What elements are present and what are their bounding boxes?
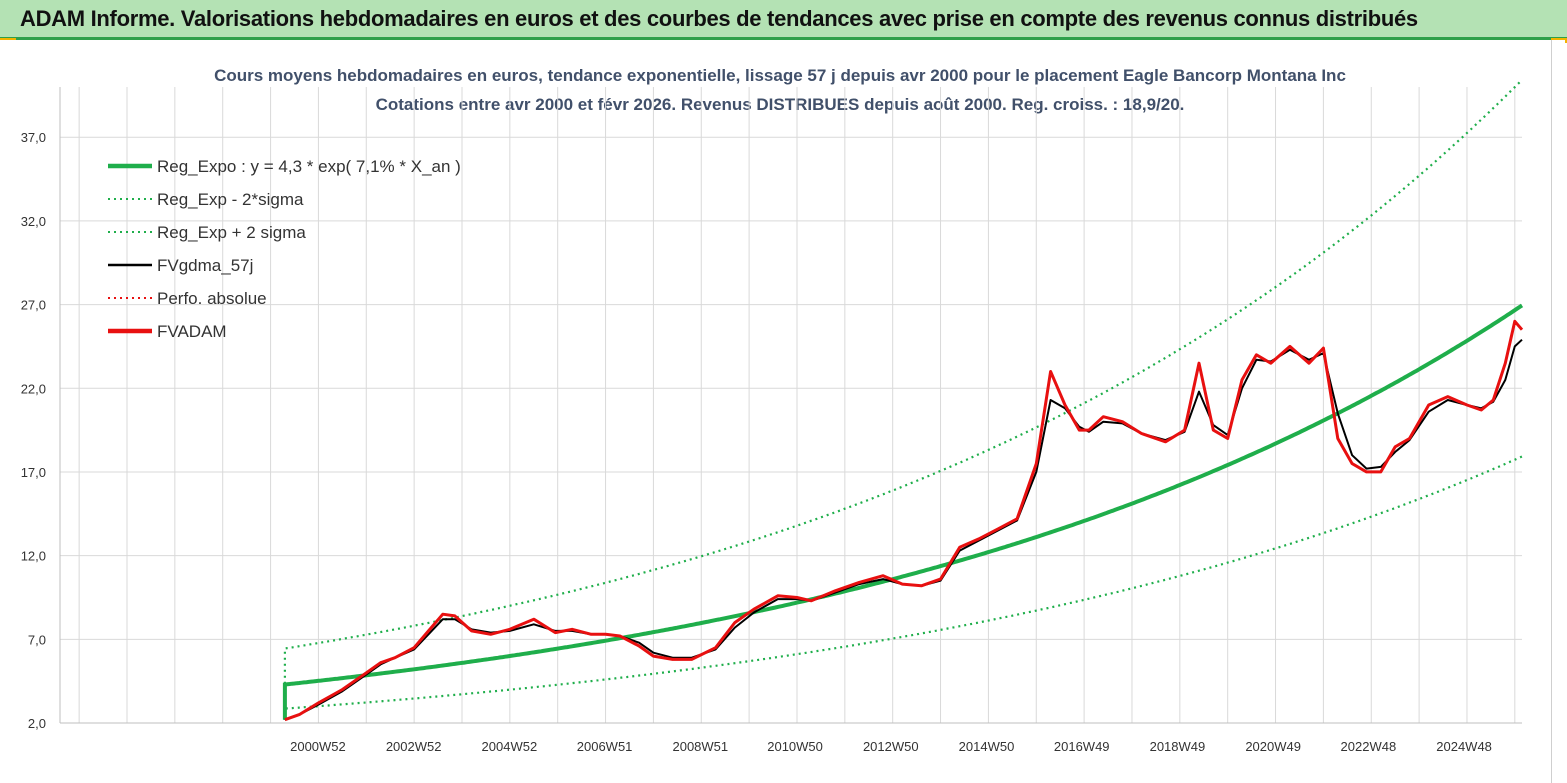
chart-title: Cours moyens hebdomadaires en euros, ten… (214, 66, 1346, 85)
legend-label: Reg_Expo : y = 4,3 * exp( 7,1% * X_an ) (157, 157, 461, 176)
series-reg-exp-minus-2-sigma (283, 455, 1523, 720)
x-tick-label: 2012W50 (863, 739, 919, 754)
x-tick-label: 2020W49 (1245, 739, 1301, 754)
x-tick-label: 2004W52 (482, 739, 538, 754)
x-tick-label: 2018W49 (1150, 739, 1206, 754)
x-tick-label: 2022W48 (1341, 739, 1397, 754)
x-axis-ticks: 2000W52 2002W52 2004W52 2006W51 2008W51 2010W… (290, 739, 1492, 754)
series-fvgdma-57j (284, 338, 1523, 721)
legend-label: Reg_Exp - 2*sigma (157, 190, 304, 209)
y-tick-label: 2,0 (28, 716, 46, 731)
legend-label: Reg_Exp + 2 sigma (157, 223, 306, 242)
chart: Cours moyens hebdomadaires en euros, ten… (0, 40, 1551, 783)
report-banner: ADAM Informe. Valorisations hebdomadaire… (0, 0, 1567, 40)
y-tick-label: 12,0 (21, 549, 46, 564)
x-tick-label: 2000W52 (290, 739, 346, 754)
axes (59, 87, 1522, 724)
x-tick-label: 2006W51 (577, 739, 633, 754)
y-tick-label: 27,0 (21, 298, 46, 313)
y-tick-label: 32,0 (21, 214, 46, 229)
y-tick-label: 22,0 (21, 381, 46, 396)
legend-label: FVgdma_57j (157, 256, 253, 275)
y-axis-ticks: 2,0 7,0 12,0 17,0 22,0 27,0 32,0 37,0 (21, 130, 46, 731)
y-tick-label: 17,0 (21, 465, 46, 480)
legend: Reg_Expo : y = 4,3 * exp( 7,1% * X_an ) R… (108, 157, 461, 341)
y-tick-label: 7,0 (28, 632, 46, 647)
gridlines (60, 87, 1522, 724)
series-fvadam (284, 319, 1524, 722)
x-tick-label: 2010W50 (767, 739, 823, 754)
x-tick-label: 2016W49 (1054, 739, 1110, 754)
window-edge (1551, 40, 1565, 783)
report-title: ADAM Informe. Valorisations hebdomadaire… (20, 6, 1418, 31)
x-tick-label: 2002W52 (386, 739, 442, 754)
legend-label: FVADAM (157, 322, 227, 341)
legend-label: Perfo. absolue (157, 289, 267, 308)
chart-background (0, 40, 1551, 783)
y-tick-label: 37,0 (21, 130, 46, 145)
series (282, 79, 1524, 722)
chart-subtitle: Cotations entre avr 2000 et févr 2026. R… (376, 95, 1185, 114)
x-tick-label: 2014W50 (959, 739, 1015, 754)
x-tick-label: 2008W51 (672, 739, 728, 754)
x-tick-label: 2024W48 (1436, 739, 1492, 754)
series-reg-expo (282, 303, 1524, 720)
